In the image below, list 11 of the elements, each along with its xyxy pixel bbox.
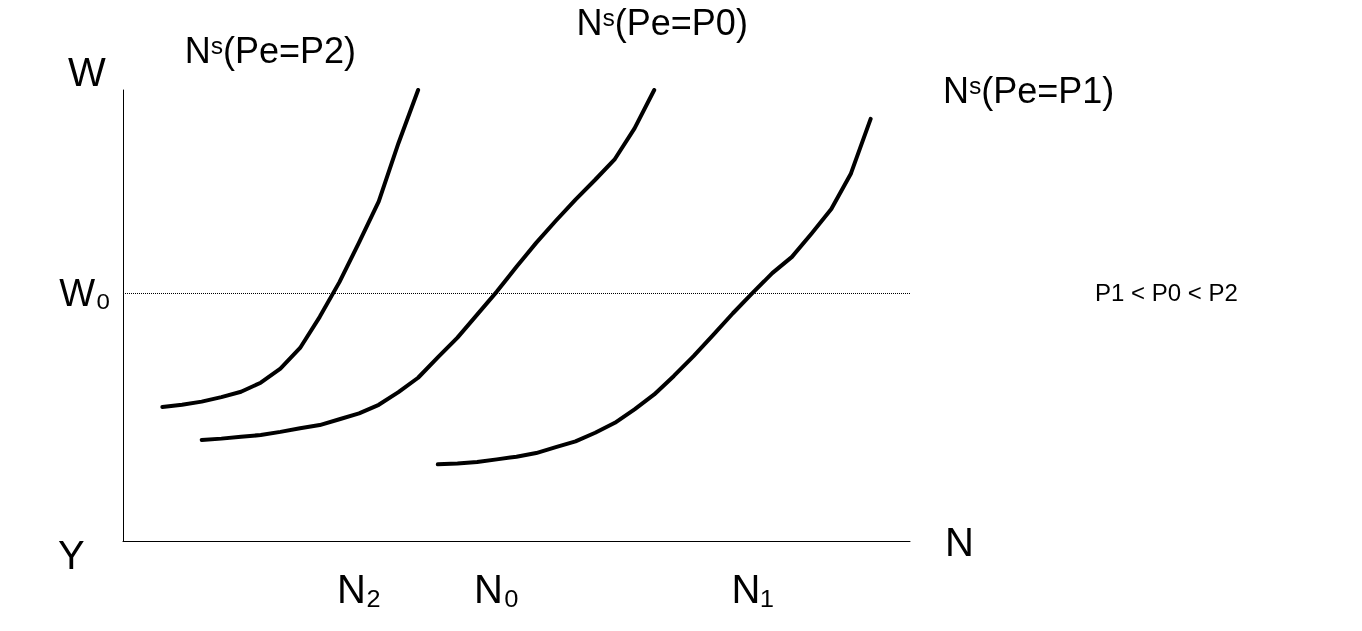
ref-line-label: W₀ [59, 271, 111, 314]
x-axis-title: N [945, 520, 974, 564]
text: Y [58, 533, 85, 577]
series-label: Nˢ(Pe=P2) [184, 29, 357, 71]
x-tick-label: N₀ [474, 567, 520, 611]
x-tick-label: N₁ [731, 567, 774, 611]
text: P1 < P0 < P2 [1095, 278, 1238, 306]
text: Nˢ(Pe=P1) [942, 70, 1115, 112]
y-axis-title: W [68, 50, 106, 94]
x-tick-label: N₂ [336, 567, 382, 611]
series-label: Nˢ(Pe=P0) [576, 1, 748, 43]
